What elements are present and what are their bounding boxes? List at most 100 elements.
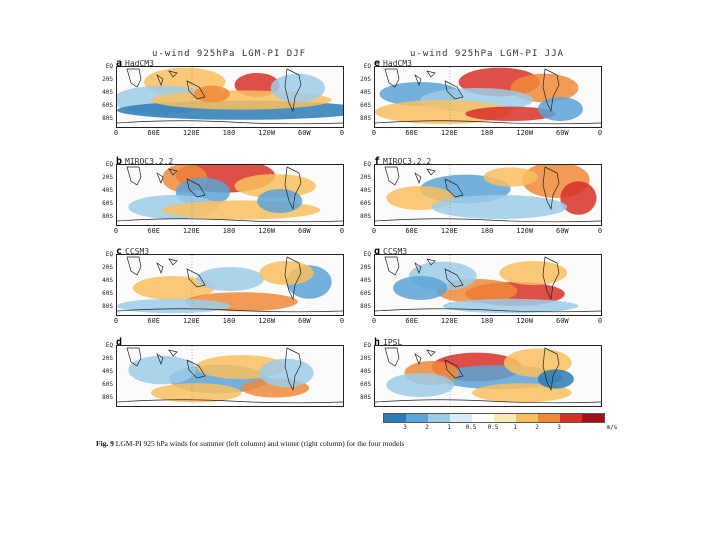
colorbar-swatch [406,414,428,422]
lat-tick-label: 80S [360,213,371,220]
panel-letter: d [116,337,123,348]
panel-letter: g [374,246,381,257]
panel-model-name: CCSM3 [125,247,150,256]
colorbar [383,413,605,423]
coastline [542,347,560,392]
coastline [542,68,560,113]
coastline [444,268,464,288]
lon-tick-label: 60E [147,129,160,137]
coastline [168,258,178,266]
lat-tick-label: 40S [360,368,371,375]
lat-tick-label: 20S [102,174,113,181]
anomaly-region [196,267,264,291]
panel-model-name: HadCM3 [383,59,412,68]
colorbar-swatch [560,414,582,422]
anomaly-region [560,181,597,215]
lon-tick-label: 180 [480,129,494,137]
lat-tick-label: 40S [102,277,113,284]
coastline [156,74,164,87]
lat-tick-label: 60S [102,381,113,388]
wind-anomaly-map [117,255,343,315]
coastline [542,166,560,211]
lat-tick-label: 40S [102,89,113,96]
panel-label-b: b MIROC3.2.2 [116,156,173,167]
wind-anomaly-map [117,165,343,225]
coastline [168,70,178,78]
lon-tick-label: 60E [405,317,418,325]
lon-tick-label: 180 [222,129,236,137]
lon-tick-label: 0 [113,129,119,137]
lon-tick-label: 0 [339,129,345,137]
lon-tick-label: 120W [516,129,534,137]
lat-tick-label: 80S [360,303,371,310]
lat-tick-label: 80S [360,115,371,122]
figure-caption: Fig. 9 LGM-PI 925 hPa winds for summer (… [96,439,404,448]
lat-tick-label: 60S [360,290,371,297]
coastline [426,349,436,357]
colorbar-tick-label: 0.5 [465,424,477,431]
coastline [126,256,142,276]
anomaly-region [386,373,455,397]
panel-label-c: c CCSM3 [116,246,149,257]
lat-tick-label: 40S [360,187,371,194]
lat-tick-label: 40S [360,277,371,284]
lon-tick-label: 0 [339,317,345,325]
lon-tick-label: 0 [597,317,603,325]
panel-label-e: e HadCM3 [374,58,412,69]
colorbar-tick-label: 3 [557,424,561,431]
antarctic-coastline [117,308,343,313]
map-panel-b [116,164,344,226]
lat-tick-label: 20S [360,355,371,362]
coastline [156,262,164,275]
anomaly-region [499,261,568,285]
lat-tick-label: 60S [360,381,371,388]
map-panel-d [116,345,344,407]
lon-tick-label: 180 [480,227,494,235]
coastline [284,166,302,211]
map-panel-h [374,345,602,407]
colorbar-swatch [428,414,450,422]
antarctic-coastline [117,218,343,223]
lat-tick-label: 20S [102,264,113,271]
coastline [414,262,422,275]
colorbar-swatch [516,414,538,422]
coastline [384,68,400,88]
anomaly-region [132,276,215,300]
coastline [384,166,400,186]
anomaly-region [393,276,448,300]
coastline [414,74,422,87]
lon-tick-label: 180 [222,227,236,235]
lon-tick-label: 60E [405,227,418,235]
panel-label-a: a HadCM3 [116,58,154,69]
coastline [426,258,436,266]
lat-tick-label: 80S [360,394,371,401]
colorbar-swatch [538,414,560,422]
antarctic-coastline [375,399,601,404]
right-column-title: u-wind 925hPa LGM-PI JJA [410,49,565,59]
coastline [284,256,302,301]
lon-tick-label: 120E [440,129,458,137]
coastline [126,166,142,186]
lon-tick-label: 0 [371,227,377,235]
map-panel-g [374,254,602,316]
wind-anomaly-map [117,67,343,127]
coastline [186,268,206,288]
anomaly-region [150,383,242,403]
panel-letter: h [374,337,381,348]
lon-tick-label: 0 [113,227,119,235]
lon-tick-label: 0 [597,129,603,137]
panel-model-name: IPSL [383,338,403,347]
colorbar-swatch [494,414,516,422]
coastline [426,168,436,176]
lon-tick-label: 0 [113,317,119,325]
panel-letter: c [116,246,123,257]
colorbar-tick-label: 0.5 [487,424,499,431]
colorbar-tick-label: 2 [535,424,539,431]
lat-tick-label: 60S [360,102,371,109]
lon-tick-label: 120W [516,317,534,325]
lon-tick-label: 0 [597,227,603,235]
lat-tick-label: 80S [102,303,113,310]
colorbar-swatch [582,414,604,422]
lat-tick-label: EQ [105,161,113,168]
lat-tick-label: 40S [102,368,113,375]
